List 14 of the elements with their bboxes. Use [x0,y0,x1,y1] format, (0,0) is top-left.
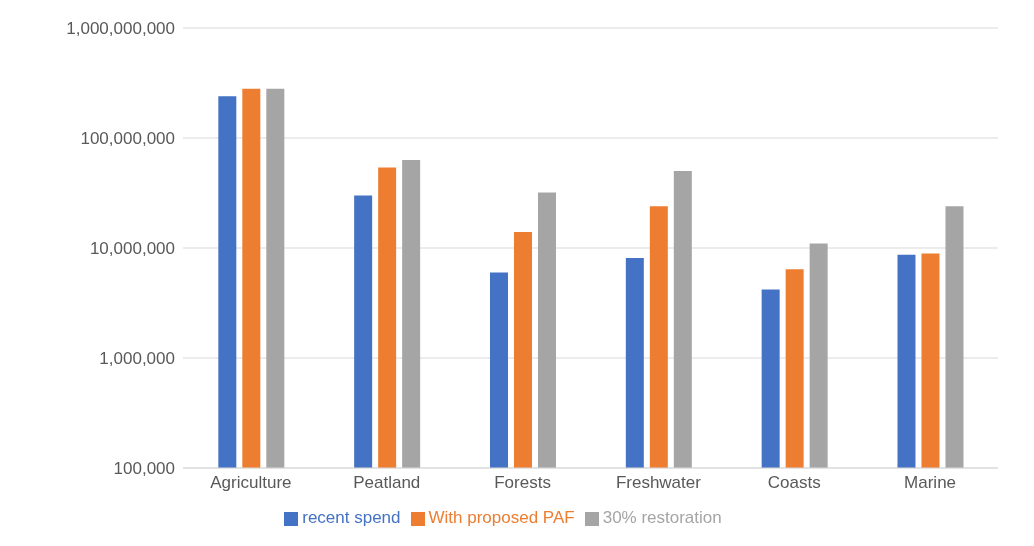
y-tick-label: 1,000,000,000 [66,19,175,39]
legend-label: 30% restoration [602,508,722,527]
legend-label: With proposed PAF [428,508,575,527]
x-tick-label: Forests [494,473,551,493]
x-tick-label: Coasts [767,473,821,493]
x-tick-label: Agriculture [210,473,292,493]
y-tick-label: 1,000,000 [99,349,175,369]
x-tick-label: Freshwater [615,473,702,493]
legend-label: recent spend [302,508,401,527]
y-tick-label: 100,000,000 [80,129,175,149]
y-tick-label: 100,000 [113,459,175,479]
y-tick-label: 10,000,000 [89,239,175,259]
x-tick-label: Marine [904,473,957,493]
x-tick-label: Peatland [353,473,421,493]
